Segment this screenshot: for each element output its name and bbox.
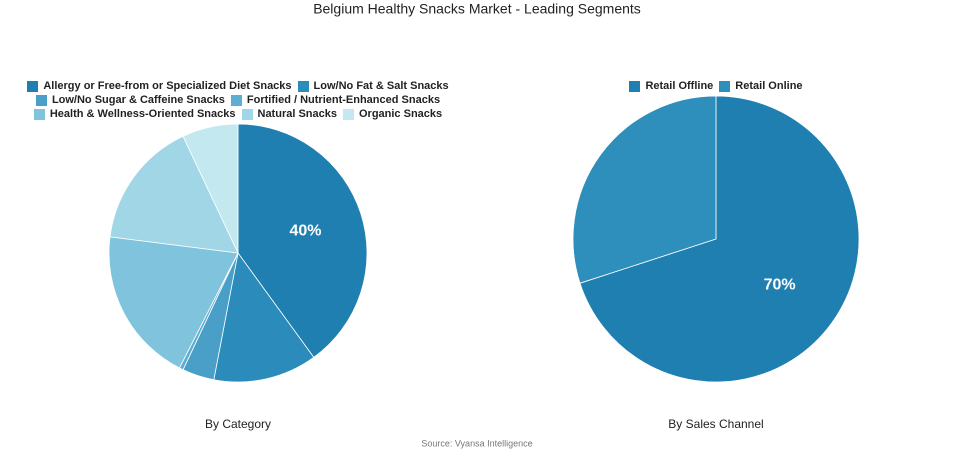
legend-item: Low/No Fat & Salt Snacks [297,80,449,92]
data-label: 70% [764,276,796,293]
legend-swatch [629,80,641,92]
legend-label: Fortified / Nutrient-Enhanced Snacks [246,94,441,106]
legend-swatch [342,108,354,120]
legend-label: Allergy or Free-from or Specialized Diet… [43,80,292,92]
legend-item: Fortified / Nutrient-Enhanced Snacks [230,94,441,106]
legend: Retail Offline Retail Online [566,80,866,92]
legend-label: Organic Snacks [358,108,443,120]
pie-subtitle: By Sales Channel [668,417,763,431]
legend-label: Low/No Sugar & Caffeine Snacks [51,94,225,106]
legend-swatch [297,80,309,92]
legend-item: Retail Online [719,80,803,92]
legend-swatch [33,108,45,120]
legend-swatch [35,94,47,106]
legend-item: Organic Snacks [342,108,443,120]
legend-item: Retail Offline [629,80,713,92]
pie-slice [213,252,315,383]
legend-label: Retail Offline [645,80,714,92]
pie-slice [108,236,239,369]
legend: Allergy or Free-from or Specialized Diet… [13,80,463,120]
legend-item: Low/No Sugar & Caffeine Snacks [35,94,225,106]
legend-swatch [719,80,731,92]
pie-slice [109,135,239,254]
pie-slice [237,123,368,358]
legend-label: Health & Wellness-Oriented Snacks [49,108,236,120]
legend-swatch [241,108,253,120]
source: Source: Vyansa Intelligence [421,438,532,448]
pie-slice [579,95,860,383]
legend-item: Natural Snacks [241,108,337,120]
pie-subtitle: By Category [205,417,271,431]
pie-slice [182,123,239,254]
legend-label: Natural Snacks [257,108,337,120]
legend-swatch [230,94,242,106]
legend-swatch [27,80,39,92]
legend-label: Retail Online [735,80,803,92]
legend-item: Allergy or Free-from or Specialized Diet… [27,80,292,92]
legend-label: Low/No Fat & Salt Snacks [313,80,449,92]
data-label: 40% [289,222,321,239]
chart-title: Belgium Healthy Snacks Market - Leading … [313,1,641,17]
legend-item: Health & Wellness-Oriented Snacks [33,108,236,120]
pie-slice [572,95,717,284]
